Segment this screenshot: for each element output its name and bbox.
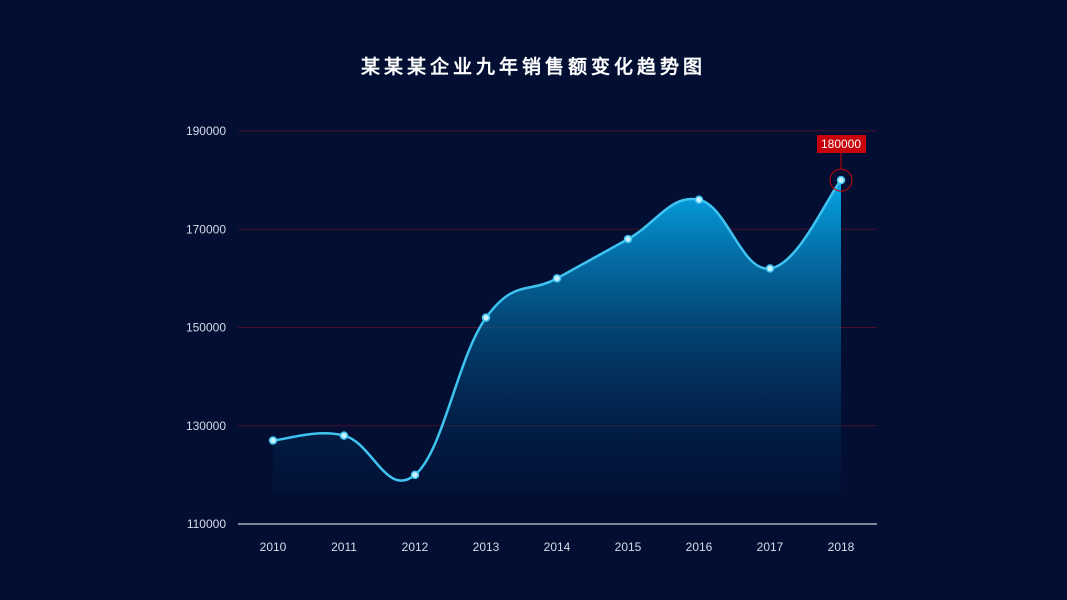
x-tick-label-2010: 2010 [260,540,287,554]
data-point-2016 [694,195,704,205]
area-fill-layer [273,180,841,492]
x-tick-label-2016: 2016 [686,540,713,554]
data-point-2013 [481,313,491,322]
data-point-2010 [268,436,278,445]
x-tick-label-2013: 2013 [473,540,500,554]
x-tick-label-2012: 2012 [402,540,429,554]
y-tick-label-110000: 110000 [187,517,226,531]
data-point-2015 [623,234,633,244]
tick-labels: 110000 130000 150000 170000 190000 2010 2011 20… [186,124,855,554]
x-tick-label-2018: 2018 [828,540,855,554]
y-tick-label-130000: 130000 [186,419,226,433]
highlight-callout: 180000 [817,135,866,192]
x-tick-label-2017: 2017 [757,540,784,554]
y-tick-label-150000: 150000 [186,321,226,335]
highlight-label: 180000 [821,137,861,151]
data-point-2011 [339,431,349,440]
data-points [268,175,846,480]
data-point-2018 [836,175,846,185]
highlight-label-box [817,135,866,153]
x-tick-label-2011: 2011 [331,540,357,554]
x-tick-label-2015: 2015 [615,540,642,554]
data-point-2017 [765,264,775,273]
series-area [273,180,841,492]
data-point-2014 [552,274,562,283]
y-tick-label-190000: 190000 [186,124,226,138]
chart-title: 某某某企业九年销售额变化趋势图 [360,56,706,78]
y-tick-label-170000: 170000 [186,222,226,236]
x-tick-label-2014: 2014 [544,540,571,554]
data-point-2012 [410,470,420,480]
